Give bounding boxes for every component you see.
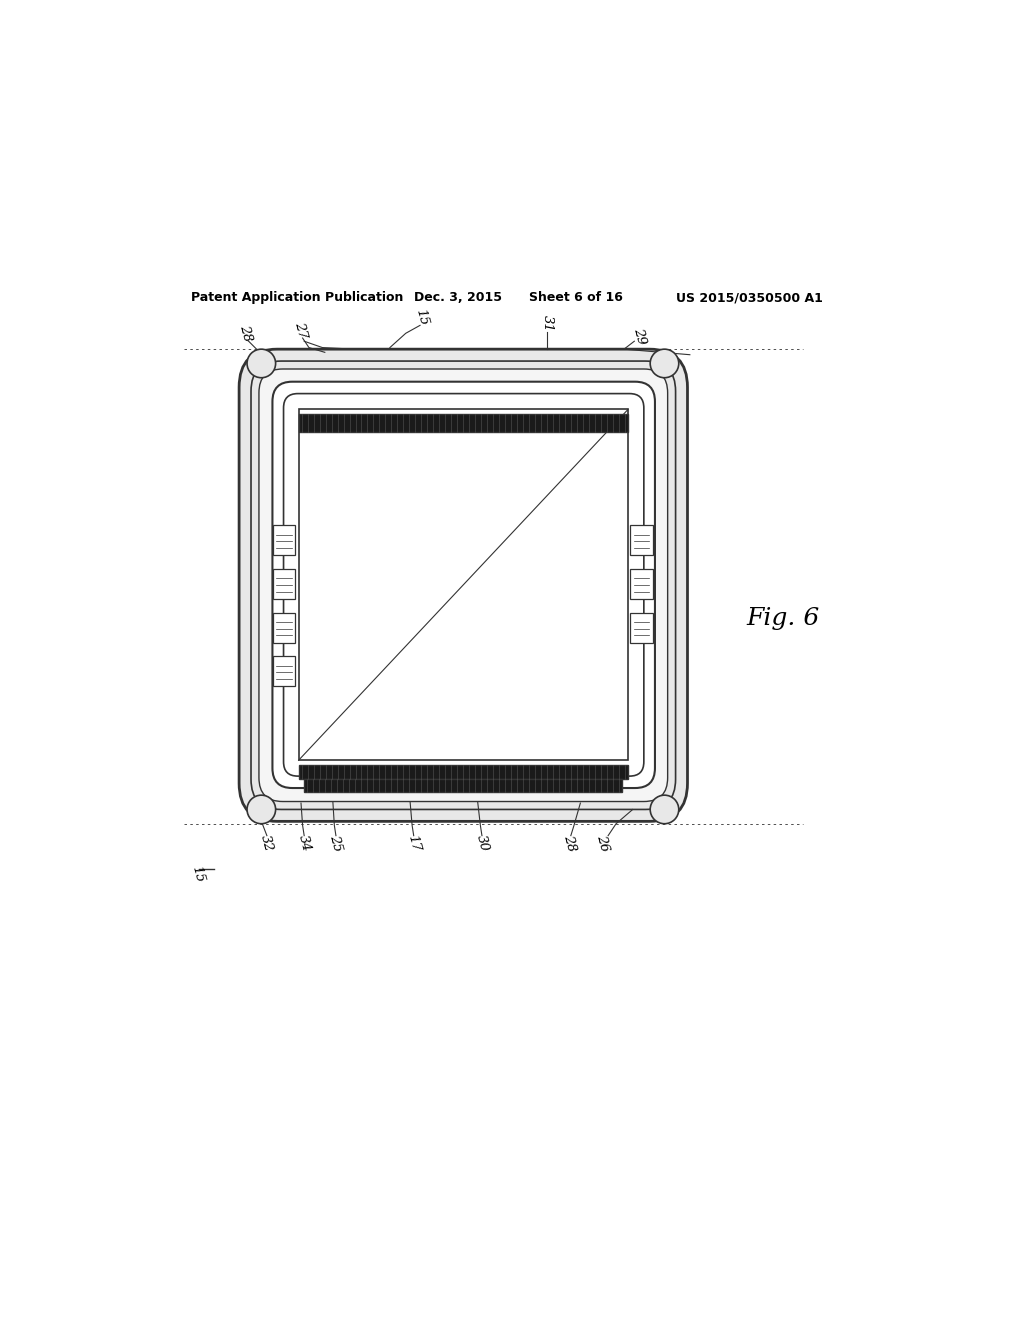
FancyBboxPatch shape — [259, 370, 668, 801]
Text: Fig. 6: Fig. 6 — [746, 607, 819, 631]
Bar — [299, 414, 628, 432]
Text: 26: 26 — [594, 834, 611, 853]
Circle shape — [650, 795, 679, 824]
Text: 34: 34 — [296, 834, 312, 853]
Bar — [631, 525, 652, 556]
Bar — [273, 569, 296, 599]
Text: 30: 30 — [473, 834, 490, 853]
Text: US 2015/0350500 A1: US 2015/0350500 A1 — [676, 292, 822, 304]
FancyBboxPatch shape — [240, 350, 687, 821]
Text: 15: 15 — [414, 308, 430, 327]
Bar — [299, 409, 628, 760]
Bar — [299, 766, 628, 779]
Text: Dec. 3, 2015: Dec. 3, 2015 — [414, 292, 502, 304]
Text: 31: 31 — [541, 315, 554, 333]
Text: 15: 15 — [189, 865, 206, 884]
FancyBboxPatch shape — [272, 381, 655, 788]
Text: 28: 28 — [237, 323, 254, 343]
Circle shape — [247, 795, 275, 824]
Text: 25: 25 — [328, 834, 344, 853]
Text: Sheet 6 of 16: Sheet 6 of 16 — [528, 292, 623, 304]
Text: 17: 17 — [406, 834, 422, 853]
Bar — [304, 779, 623, 792]
Text: Patent Application Publication: Patent Application Publication — [191, 292, 403, 304]
Text: 28: 28 — [561, 834, 578, 853]
Bar — [631, 569, 652, 599]
Bar — [273, 612, 296, 643]
Text: 32: 32 — [258, 834, 275, 853]
Text: 27: 27 — [293, 321, 309, 339]
Circle shape — [650, 350, 679, 378]
Circle shape — [247, 350, 275, 378]
Bar — [273, 525, 296, 556]
Bar — [273, 656, 296, 686]
Text: 29: 29 — [632, 326, 648, 346]
Bar — [631, 612, 652, 643]
